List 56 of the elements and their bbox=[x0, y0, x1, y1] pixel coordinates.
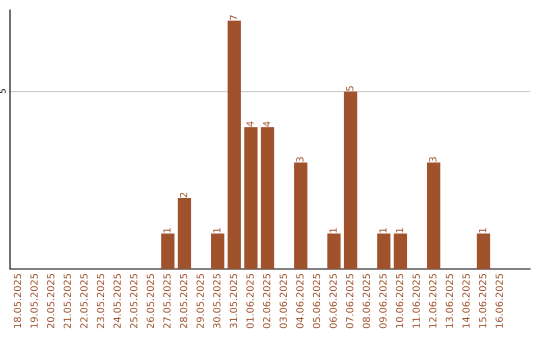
x-tick-label: 12.06.2025 bbox=[429, 274, 436, 328]
x-tick-label: 06.06.2025 bbox=[329, 274, 337, 328]
data-label: 4 bbox=[263, 121, 270, 127]
x-tick-label: 29.05.2025 bbox=[196, 274, 204, 328]
x-tick-label: 28.05.2025 bbox=[180, 274, 188, 328]
x-tick-label: 18.05.2025 bbox=[14, 274, 22, 328]
x-tick-label: 14.06.2025 bbox=[462, 274, 470, 328]
bar bbox=[228, 20, 241, 269]
x-tick-label: 15.06.2025 bbox=[478, 274, 486, 328]
x-tick-label: 20.05.2025 bbox=[47, 274, 54, 328]
x-tick-label: 07.06.2025 bbox=[346, 274, 354, 328]
bar bbox=[344, 92, 358, 269]
x-tick-label: 16.06.2025 bbox=[496, 274, 503, 328]
x-tick-label: 23.05.2025 bbox=[96, 274, 104, 328]
data-label: 1 bbox=[379, 228, 386, 232]
bar bbox=[260, 127, 274, 269]
x-tick-label: 04.06.2025 bbox=[296, 274, 304, 328]
x-tick-label: 02.06.2025 bbox=[262, 274, 270, 328]
x-tick-label: 27.05.2025 bbox=[163, 274, 171, 328]
bar bbox=[327, 234, 341, 269]
data-label: 1 bbox=[163, 228, 171, 232]
data-label: 3 bbox=[296, 157, 304, 162]
x-tick-label: 25.05.2025 bbox=[130, 274, 138, 328]
bar bbox=[394, 234, 408, 269]
bar bbox=[178, 198, 192, 269]
x-tick-label: 21.05.2025 bbox=[64, 274, 71, 328]
bar bbox=[426, 162, 440, 269]
data-label: 1 bbox=[213, 228, 220, 232]
bar bbox=[161, 234, 174, 269]
x-tick-label: 22.05.2025 bbox=[80, 274, 88, 328]
x-tick-label: 09.06.2025 bbox=[379, 274, 387, 328]
data-label: 7 bbox=[230, 15, 237, 20]
bar bbox=[211, 234, 224, 269]
x-tick-label: 31.05.2025 bbox=[230, 274, 238, 328]
x-tick-label: 08.06.2025 bbox=[362, 274, 370, 328]
x-tick-label: 03.06.2025 bbox=[280, 274, 287, 328]
data-label: 3 bbox=[429, 157, 436, 162]
x-tick-label: 01.06.2025 bbox=[246, 274, 254, 328]
data-label: 1 bbox=[396, 228, 404, 232]
x-tick-label: 11.06.2025 bbox=[412, 274, 420, 328]
x-tick-label: 24.05.2025 bbox=[113, 274, 121, 328]
x-tick-label: 05.06.2025 bbox=[312, 274, 320, 328]
data-label: 2 bbox=[180, 192, 188, 198]
x-tick-label: 30.05.2025 bbox=[213, 274, 220, 328]
data-label: 4 bbox=[246, 121, 254, 127]
bar bbox=[476, 234, 490, 269]
data-label: 1 bbox=[330, 228, 337, 232]
data-label: 5 bbox=[346, 86, 354, 91]
x-tick-label: 26.05.2025 bbox=[146, 274, 154, 328]
bar bbox=[244, 127, 258, 269]
data-label: 1 bbox=[479, 228, 486, 232]
bar bbox=[294, 162, 308, 269]
x-tick-label: 10.06.2025 bbox=[396, 274, 404, 328]
x-tick-label: 13.06.2025 bbox=[446, 274, 454, 328]
bar bbox=[377, 234, 390, 269]
x-tick-label: 19.05.2025 bbox=[30, 274, 38, 328]
